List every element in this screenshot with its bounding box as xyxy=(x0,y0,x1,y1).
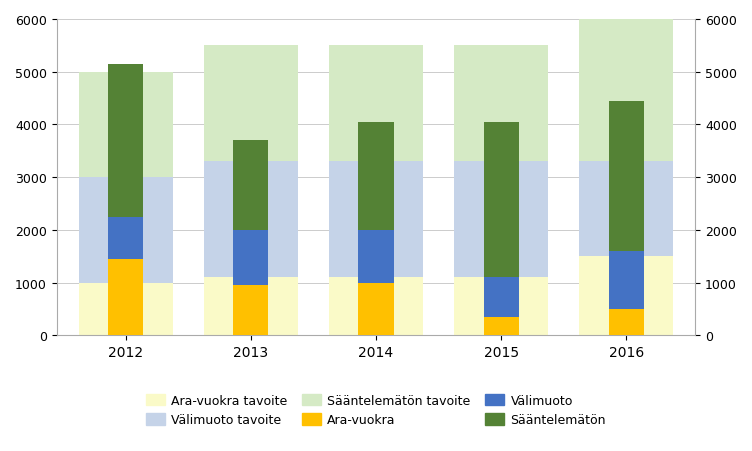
Bar xyxy=(329,278,423,336)
Bar xyxy=(454,162,548,278)
Bar xyxy=(329,162,423,278)
Bar xyxy=(79,73,172,178)
Bar xyxy=(580,162,673,257)
Bar xyxy=(609,101,644,251)
Bar xyxy=(79,178,172,283)
Bar xyxy=(580,20,673,162)
Bar xyxy=(484,317,519,336)
Bar xyxy=(484,123,519,278)
Bar xyxy=(609,251,644,309)
Bar xyxy=(204,46,298,162)
Bar xyxy=(609,309,644,336)
Bar xyxy=(359,283,393,336)
Bar xyxy=(204,162,298,278)
Bar xyxy=(359,230,393,283)
Legend: Ara-vuokra tavoite, Välimuoto tavoite, Sääntelemätön tavoite, Ara-vuokra, Välimu: Ara-vuokra tavoite, Välimuoto tavoite, S… xyxy=(141,389,611,431)
Bar xyxy=(79,283,172,336)
Bar xyxy=(204,278,298,336)
Bar xyxy=(454,46,548,162)
Bar xyxy=(359,123,393,230)
Bar xyxy=(484,278,519,317)
Bar xyxy=(108,259,143,336)
Bar xyxy=(233,141,268,230)
Bar xyxy=(329,46,423,162)
Bar xyxy=(108,64,143,217)
Bar xyxy=(454,278,548,336)
Bar xyxy=(233,285,268,336)
Bar xyxy=(233,230,268,285)
Bar xyxy=(108,217,143,259)
Bar xyxy=(580,257,673,336)
